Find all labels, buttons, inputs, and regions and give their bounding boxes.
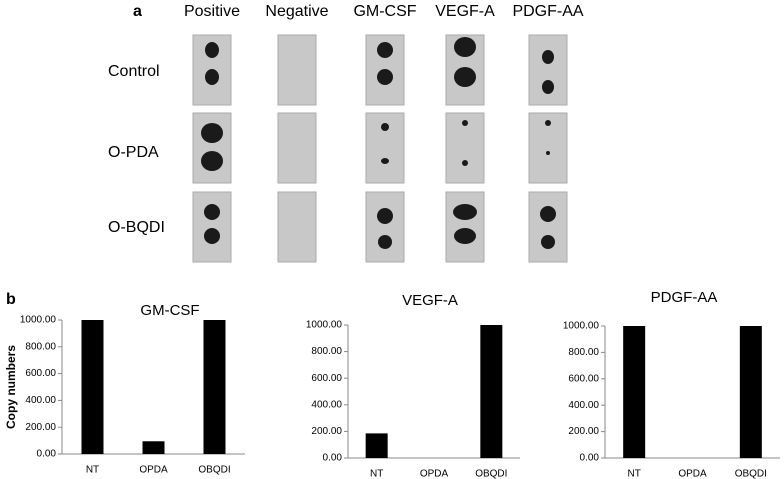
blot xyxy=(365,191,405,263)
blot xyxy=(528,34,568,106)
blot xyxy=(277,112,317,184)
blot xyxy=(192,191,232,263)
dot xyxy=(201,151,223,171)
y-tick-label: 800.00 xyxy=(25,341,56,352)
bar xyxy=(81,320,104,454)
y-tick-label: 800.00 xyxy=(311,346,342,357)
blot xyxy=(365,112,405,184)
dot xyxy=(454,37,476,57)
x-tick-label: OBQDI xyxy=(475,469,507,479)
y-tick-label: 200.00 xyxy=(311,426,342,437)
dot xyxy=(462,160,468,166)
column-label: PDGF-AA xyxy=(512,3,583,20)
dot xyxy=(546,151,550,155)
dot xyxy=(454,67,476,87)
panel-label: a xyxy=(133,3,142,20)
y-tick-label: 600.00 xyxy=(311,373,342,384)
chart-title: GM-CSF xyxy=(140,302,199,319)
bar xyxy=(739,326,762,458)
blot xyxy=(445,191,485,263)
bar xyxy=(623,326,646,458)
y-tick-label: 800.00 xyxy=(568,347,599,358)
y-tick-label: 1000.00 xyxy=(563,321,600,332)
dot xyxy=(377,42,393,58)
x-tick-label: NT xyxy=(370,469,383,479)
bar xyxy=(365,433,388,458)
dot xyxy=(453,204,477,220)
dot xyxy=(462,120,468,126)
row-label: O-BQDI xyxy=(108,219,165,236)
bar xyxy=(480,325,503,458)
blot xyxy=(192,112,232,184)
bar xyxy=(203,320,226,454)
dot xyxy=(204,228,220,244)
y-tick-label: 400.00 xyxy=(568,400,599,411)
x-tick-label: OPDA xyxy=(420,469,449,479)
x-tick-label: OPDA xyxy=(678,469,707,479)
dot xyxy=(204,204,220,220)
x-tick-label: NT xyxy=(86,465,99,476)
dot xyxy=(201,123,223,143)
dot xyxy=(541,235,555,249)
chart-title: VEGF-A xyxy=(402,292,458,309)
x-tick-label: OBQDI xyxy=(735,469,767,479)
chart-title: PDGF-AA xyxy=(651,289,718,306)
column-label: GM-CSF xyxy=(353,3,416,20)
dot xyxy=(381,123,389,131)
row-label: Control xyxy=(108,63,160,80)
blot xyxy=(277,191,317,263)
x-tick-label: NT xyxy=(627,469,640,479)
dot xyxy=(542,50,554,64)
y-tick-label: 200.00 xyxy=(25,422,56,433)
panel-label: b xyxy=(6,291,16,308)
row-label: O-PDA xyxy=(108,144,159,161)
y-tick-label: 1000.00 xyxy=(306,320,343,331)
blot xyxy=(277,34,317,106)
dot xyxy=(542,80,554,94)
y-tick-label: 0.00 xyxy=(323,453,343,464)
y-tick-label: 600.00 xyxy=(568,373,599,384)
x-tick-label: OPDA xyxy=(139,465,168,476)
y-tick-label: 600.00 xyxy=(25,368,56,379)
blot xyxy=(528,191,568,263)
y-axis-label: Copy numbers xyxy=(4,345,18,429)
y-tick-label: 1000.00 xyxy=(20,315,57,326)
column-label: VEGF-A xyxy=(435,3,495,20)
y-tick-label: 400.00 xyxy=(311,399,342,410)
dot xyxy=(205,69,219,85)
y-tick-label: 0.00 xyxy=(580,453,600,464)
dot xyxy=(205,42,219,58)
dot xyxy=(377,208,393,224)
bar xyxy=(142,441,165,454)
dot xyxy=(540,206,556,222)
y-tick-label: 200.00 xyxy=(568,426,599,437)
dot xyxy=(378,235,392,249)
x-tick-label: OBQDI xyxy=(198,465,230,476)
dot xyxy=(454,228,476,244)
y-tick-label: 0.00 xyxy=(37,449,57,460)
dot xyxy=(377,69,393,85)
y-tick-label: 400.00 xyxy=(25,395,56,406)
column-label: Negative xyxy=(265,3,328,20)
column-label: Positive xyxy=(184,3,240,20)
dot xyxy=(545,120,551,126)
dot xyxy=(381,158,389,164)
